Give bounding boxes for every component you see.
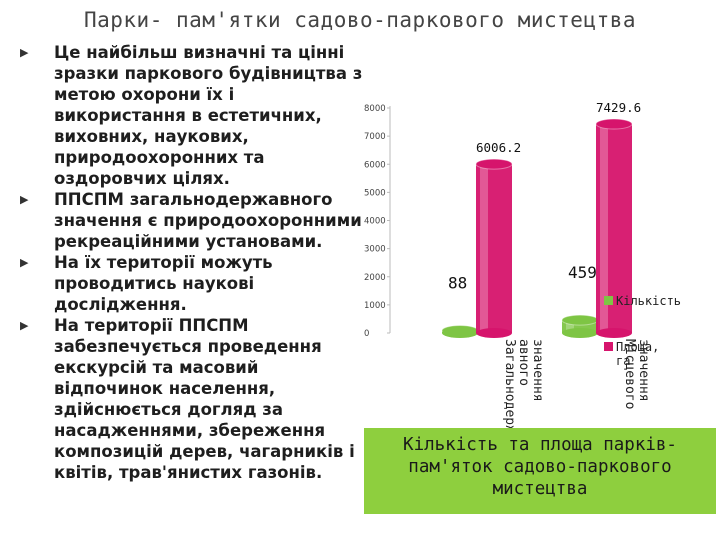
y-tick-label: 5000 xyxy=(364,188,386,198)
bullet-list: ▶ Це найбільш визначні та цінні зразки па… xyxy=(20,42,370,483)
category-label-line: авного xyxy=(516,339,531,386)
page-title: Парки- пам'ятки садово-паркового мистецт… xyxy=(83,8,636,32)
bars xyxy=(441,118,633,338)
bullet-arrow-icon: ▶ xyxy=(20,193,29,206)
data-labels: 88 459 6006.2 7429.6 xyxy=(448,100,641,292)
bullet-text: ППСПМ загальнодержавного значення є прир… xyxy=(54,190,362,251)
bullet-item: ▶ ППСПМ загальнодержавного значення є при… xyxy=(20,189,370,252)
bullet-item: ▶ На їх території можуть проводитись наук… xyxy=(20,252,370,315)
category-label: Загальнодерж авного значення xyxy=(502,339,545,432)
category-label-line: значення xyxy=(530,339,545,402)
bullet-item: ▶ Це найбільш визначні та цінні зразки па… xyxy=(20,42,370,189)
x-axis-categories: Загальнодерж авного значення Місцевого значе… xyxy=(502,339,651,432)
bar xyxy=(596,124,632,333)
bar-highlight xyxy=(480,164,488,333)
y-tick-label: 4000 xyxy=(364,217,386,227)
bar-cap xyxy=(475,158,513,170)
legend-label: га xyxy=(616,354,630,368)
data-label: 88 xyxy=(448,274,467,293)
y-tick-label: 8000 xyxy=(364,104,386,114)
y-tick-label: 3000 xyxy=(364,245,386,255)
y-axis: 0 1000 2000 3000 4000 5000 6000 7000 8000 xyxy=(364,104,391,339)
category-label: Місцевого значення xyxy=(622,339,651,409)
data-label: 7429.6 xyxy=(596,100,641,115)
category-label-line: Загальнодерж xyxy=(502,339,517,432)
category-label-line: Місцевого xyxy=(622,339,637,409)
bar xyxy=(476,164,512,333)
bar-cap xyxy=(595,118,633,130)
data-label: 459 xyxy=(568,263,597,282)
y-tick-label: 0 xyxy=(364,329,369,339)
y-tick-label: 7000 xyxy=(364,132,386,142)
bar-chart: 0 1000 2000 3000 4000 5000 6000 7000 8000 88 459 6… xyxy=(364,100,681,432)
bar-base xyxy=(476,328,512,338)
bullet-arrow-icon: ▶ xyxy=(20,46,29,59)
bullet-text: На їх території можуть проводитись науко… xyxy=(54,253,273,314)
legend-label: Площа, xyxy=(616,340,659,354)
y-tick-label: 1000 xyxy=(364,301,386,311)
data-label: 6006.2 xyxy=(476,140,521,155)
y-tick-label: 6000 xyxy=(364,160,386,170)
bar-highlight xyxy=(600,124,608,333)
bullet-item: ▶ На території ППСПМ забезпечується прове… xyxy=(20,315,370,483)
bar-base xyxy=(562,328,598,338)
chart-caption: Кількість та площа парків-пам'яток садов… xyxy=(364,428,716,514)
legend: Кількість Площа,га xyxy=(604,294,681,368)
bullet-text: На території ППСПМ забезпечується провед… xyxy=(54,316,355,482)
bar-cap xyxy=(561,314,599,326)
bullet-arrow-icon: ▶ xyxy=(20,256,29,269)
bar-base xyxy=(442,328,478,338)
bar-highlight xyxy=(566,320,574,333)
legend-swatch xyxy=(604,296,613,305)
legend-swatch xyxy=(604,342,613,351)
bullet-text: Це найбільш визначні та цінні зразки пар… xyxy=(54,43,363,188)
legend-label: Кількість xyxy=(616,294,681,308)
bar-base xyxy=(596,328,632,338)
y-tick-label: 2000 xyxy=(364,273,386,283)
bullet-arrow-icon: ▶ xyxy=(20,319,29,332)
category-label-line: значення xyxy=(636,339,651,402)
